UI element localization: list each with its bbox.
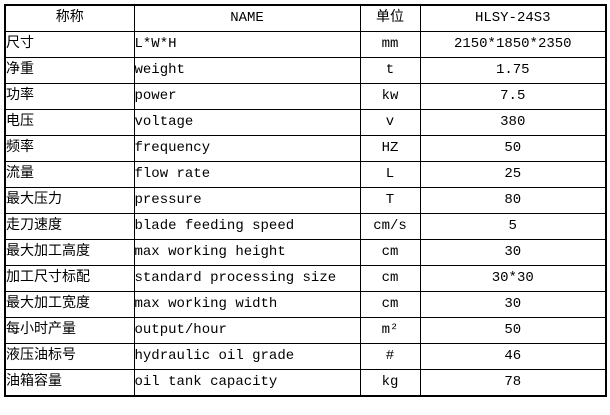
cell-unit: kg	[359, 369, 421, 397]
cell-name-cn: 每小时产量	[4, 317, 135, 344]
cell-value: 1.75	[419, 57, 607, 84]
table-row: 流量 flow rate L 25	[4, 161, 607, 188]
header-name-en: NAME	[133, 4, 361, 32]
cell-unit: cm/s	[359, 213, 421, 240]
cell-name-en: L*W*H	[133, 31, 361, 58]
header-name-cn: 称称	[4, 4, 135, 32]
table-row: 最大加工宽度 max working width cm 30	[4, 291, 607, 318]
cell-unit: kw	[359, 83, 421, 110]
cell-unit: mm	[359, 31, 421, 58]
cell-unit: HZ	[359, 135, 421, 162]
cell-value: 50	[419, 317, 607, 344]
cell-unit: v	[359, 109, 421, 136]
cell-unit: #	[359, 343, 421, 370]
header-model: HLSY-24S3	[419, 4, 607, 32]
cell-name-cn: 最大压力	[4, 187, 135, 214]
cell-unit: cm	[359, 239, 421, 266]
header-unit: 单位	[359, 4, 421, 32]
cell-name-en: pressure	[133, 187, 361, 214]
table-row: 功率 power kw 7.5	[4, 83, 607, 110]
cell-name-cn: 功率	[4, 83, 135, 110]
cell-value: 7.5	[419, 83, 607, 110]
cell-name-en: frequency	[133, 135, 361, 162]
cell-value: 30	[419, 239, 607, 266]
cell-name-cn: 加工尺寸标配	[4, 265, 135, 292]
cell-name-en: blade feeding speed	[133, 213, 361, 240]
cell-name-en: output/hour	[133, 317, 361, 344]
cell-value: 30*30	[419, 265, 607, 292]
table-row: 最大压力 pressure T 80	[4, 187, 607, 214]
cell-value: 2150*1850*2350	[419, 31, 607, 58]
cell-value: 46	[419, 343, 607, 370]
spec-table-body: 尺寸 L*W*H mm 2150*1850*2350 净重 weight t 1.75 功率 po…	[4, 31, 607, 397]
cell-value: 50	[419, 135, 607, 162]
cell-name-en: weight	[133, 57, 361, 84]
cell-name-en: standard processing size	[133, 265, 361, 292]
table-row: 每小时产量 output/hour m² 50	[4, 317, 607, 344]
cell-unit: m²	[359, 317, 421, 344]
cell-unit: T	[359, 187, 421, 214]
cell-name-en: max working width	[133, 291, 361, 318]
cell-name-cn: 净重	[4, 57, 135, 84]
table-row: 油箱容量 oil tank capacity kg 78	[4, 369, 607, 397]
cell-name-en: hydraulic oil grade	[133, 343, 361, 370]
table-row: 液压油标号 hydraulic oil grade #46	[4, 343, 607, 370]
cell-name-en: power	[133, 83, 361, 110]
table-row: 频率 frequency HZ 50	[4, 135, 607, 162]
cell-unit: t	[359, 57, 421, 84]
cell-name-cn: 频率	[4, 135, 135, 162]
table-row: 净重 weight t 1.75	[4, 57, 607, 84]
cell-name-en: max working height	[133, 239, 361, 266]
table-header-row: 称称 NAME 单位 HLSY-24S3	[4, 4, 607, 32]
cell-name-cn: 电压	[4, 109, 135, 136]
table-row: 加工尺寸标配 standard processing size cm 30*30	[4, 265, 607, 292]
cell-name-en: oil tank capacity	[133, 369, 361, 397]
table-row: 最大加工高度 max working height cm 30	[4, 239, 607, 266]
cell-name-cn: 液压油标号	[4, 343, 135, 370]
cell-value: 5	[419, 213, 607, 240]
cell-name-cn: 尺寸	[4, 31, 135, 58]
table-row: 走刀速度 blade feeding speed cm/s 5	[4, 213, 607, 240]
cell-name-cn: 油箱容量	[4, 369, 135, 397]
table-row: 尺寸 L*W*H mm 2150*1850*2350	[4, 31, 607, 58]
cell-name-en: voltage	[133, 109, 361, 136]
cell-name-cn: 最大加工高度	[4, 239, 135, 266]
cell-name-cn: 最大加工宽度	[4, 291, 135, 318]
cell-unit: cm	[359, 291, 421, 318]
cell-value: 30	[419, 291, 607, 318]
cell-value: 380	[419, 109, 607, 136]
cell-unit: L	[359, 161, 421, 188]
table-row: 电压 voltage v 380	[4, 109, 607, 136]
cell-unit: cm	[359, 265, 421, 292]
spec-table: 称称 NAME 单位 HLSY-24S3 尺寸 L*W*H mm 2150*1850*…	[4, 4, 607, 397]
cell-name-cn: 走刀速度	[4, 213, 135, 240]
cell-value: 25	[419, 161, 607, 188]
cell-value: 80	[419, 187, 607, 214]
cell-name-en: flow rate	[133, 161, 361, 188]
cell-name-cn: 流量	[4, 161, 135, 188]
cell-value: 78	[419, 369, 607, 397]
